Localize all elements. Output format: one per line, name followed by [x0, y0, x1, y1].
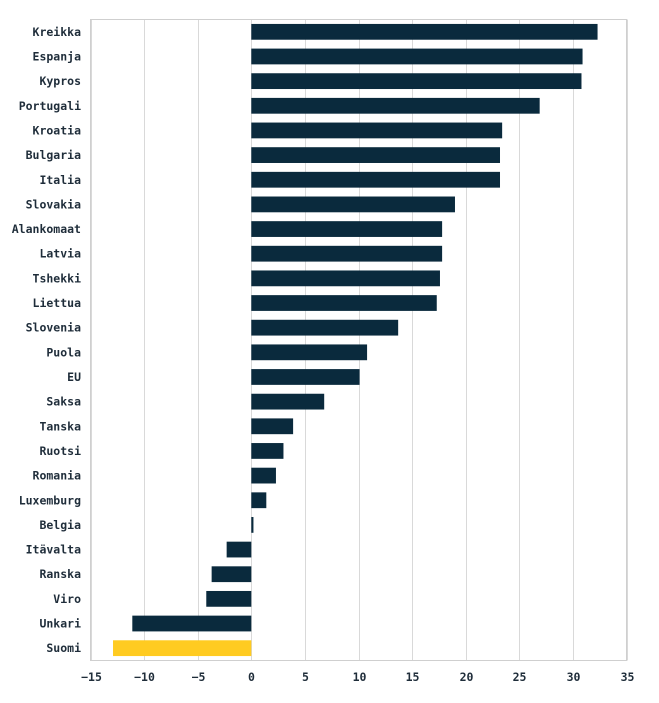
x-tick-label: 15 [406, 670, 420, 684]
bar-puola [251, 344, 368, 361]
bars [113, 23, 598, 657]
bar-kreikka [251, 23, 598, 40]
bar-slovenia [251, 319, 399, 336]
category-label: Viro [53, 592, 81, 606]
category-label: Portugali [19, 99, 81, 113]
category-label: Kreikka [33, 25, 82, 39]
category-label: Suomi [46, 641, 81, 655]
bar-suomi [113, 640, 252, 657]
bar-eu [251, 369, 360, 385]
bar-romania [251, 467, 276, 484]
category-label: Bulgaria [26, 148, 81, 162]
bar-viro [206, 590, 252, 607]
bar-tshekki [251, 270, 440, 287]
category-label: Puola [46, 345, 81, 359]
bar-tanska [251, 418, 294, 435]
bar-ranska [211, 566, 252, 583]
x-tick-label: −10 [134, 670, 155, 684]
grid-lines [91, 19, 628, 661]
category-labels: Kreikka Espanja Kypros Portugali Kroatia Bulg… [12, 25, 81, 655]
x-tick-label: −15 [81, 670, 102, 684]
bar-itävalta [226, 541, 252, 558]
x-tick-label: 20 [460, 670, 474, 684]
category-label: Kypros [39, 74, 81, 88]
category-label: Unkari [39, 617, 81, 631]
x-tick-labels: −15 −10 −5 0 5 10 15 20 25 30 35 [81, 670, 634, 684]
category-label: Ranska [39, 567, 81, 581]
category-label: Romania [33, 469, 82, 483]
category-label: EU [67, 370, 81, 384]
x-tick-label: −5 [192, 670, 206, 684]
x-tick-label: 5 [302, 670, 309, 684]
category-label: Slovenia [26, 321, 81, 335]
category-label: Itävalta [26, 543, 81, 557]
plot-frame [90, 19, 627, 661]
x-tick-label: 10 [353, 670, 367, 684]
category-label: Espanja [33, 49, 82, 63]
x-tick-label: 0 [248, 670, 255, 684]
bar-liettua [251, 295, 437, 311]
bar-kypros [251, 73, 582, 90]
category-label: Slovakia [26, 197, 81, 211]
bar-belgia [251, 517, 254, 533]
bar-espanja [251, 48, 583, 65]
category-label: Latvia [39, 247, 81, 261]
bar-unkari [132, 615, 252, 632]
category-label: Luxemburg [19, 493, 81, 507]
bar-alankomaat [251, 221, 443, 237]
bar-italia [251, 171, 501, 188]
category-label: Tanska [39, 419, 81, 433]
category-label: Belgia [39, 518, 81, 532]
category-label: Ruotsi [39, 444, 81, 458]
bar-kroatia [251, 122, 503, 139]
bar-bulgaria [251, 147, 501, 163]
bar-latvia [251, 245, 443, 262]
x-tick-label: 25 [513, 670, 527, 684]
bar-ruotsi [251, 443, 284, 459]
category-label: Liettua [33, 296, 82, 310]
x-tick-label: 35 [621, 670, 635, 684]
category-label: Saksa [46, 395, 81, 409]
category-label: Italia [39, 173, 81, 187]
category-label: Tshekki [33, 271, 82, 285]
category-label: Alankomaat [12, 222, 81, 236]
category-label: Kroatia [33, 123, 82, 137]
x-tick-label: 30 [567, 670, 581, 684]
bar-luxemburg [251, 492, 267, 509]
bar-slovakia [251, 196, 455, 213]
bar-portugali [251, 97, 540, 114]
bar-saksa [251, 393, 325, 410]
